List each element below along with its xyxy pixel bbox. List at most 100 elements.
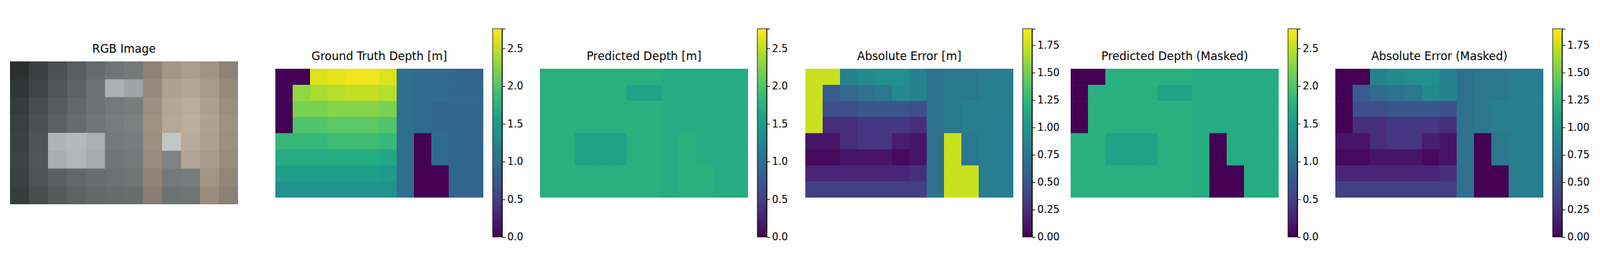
pixel [86, 61, 106, 80]
tick-mark [1562, 127, 1566, 128]
cell [1456, 116, 1475, 134]
cell [310, 149, 328, 166]
cell [275, 84, 294, 102]
pixel [143, 97, 163, 116]
cell [1261, 116, 1279, 134]
cell [678, 149, 697, 166]
cell [592, 116, 610, 134]
tick-mark [1562, 154, 1566, 156]
cell [592, 149, 610, 166]
cell [1209, 181, 1228, 198]
pixel [86, 79, 106, 98]
cell [574, 116, 593, 134]
pixel [86, 132, 106, 151]
cell [362, 165, 380, 182]
cell [1174, 165, 1193, 182]
cell [1209, 133, 1228, 150]
pixel [105, 97, 125, 116]
cell [1491, 68, 1510, 86]
panel: RGB Image [10, 42, 239, 205]
cell [892, 181, 910, 198]
tick: 0.25 [1562, 203, 1590, 216]
cell [574, 181, 593, 198]
cell [678, 84, 697, 102]
cell [661, 100, 680, 118]
pixel [143, 79, 163, 98]
cell [592, 100, 610, 118]
cell [1404, 116, 1423, 134]
cell [1226, 165, 1245, 182]
cell [996, 149, 1014, 166]
cell [909, 116, 928, 134]
cell [396, 116, 415, 134]
cell [1370, 181, 1388, 198]
figure: RGB ImageGround Truth Depth [m]0.00.51.0… [0, 0, 1600, 267]
cell [840, 149, 858, 166]
cell [840, 68, 858, 86]
cell [626, 149, 645, 166]
cell [362, 116, 380, 134]
tick: 1.00 [1032, 121, 1060, 134]
tick: 2.5 [766, 42, 788, 55]
cell [1088, 116, 1106, 134]
cell [1335, 100, 1354, 118]
cell [1352, 133, 1371, 150]
cell [926, 149, 945, 166]
cell [344, 116, 363, 134]
pixel [10, 61, 30, 80]
cell [874, 149, 893, 166]
tick-mark [766, 86, 770, 87]
tick-mark [1032, 100, 1036, 101]
tick-label: 1.25 [1567, 94, 1590, 106]
cell [1140, 68, 1158, 86]
cell [1140, 165, 1158, 182]
cell [1105, 84, 1124, 102]
cell [1508, 165, 1527, 182]
tick: 0.5 [1297, 193, 1319, 206]
tick-mark [1297, 161, 1301, 162]
pixel [48, 61, 68, 80]
cell [874, 84, 893, 102]
panel-title: RGB Image [92, 42, 156, 56]
cell [944, 165, 962, 182]
cell [1244, 116, 1262, 134]
cell [805, 68, 824, 86]
cell [292, 100, 311, 118]
pixel [86, 150, 106, 169]
pixel [10, 79, 30, 98]
colorbar-axis-line [1562, 29, 1566, 238]
tick: 0.25 [1032, 203, 1060, 216]
cell [1404, 149, 1423, 166]
cell [822, 149, 841, 166]
cell [1157, 165, 1176, 182]
cell [1526, 165, 1544, 182]
cell [944, 133, 962, 150]
cell [644, 84, 662, 102]
cell [1070, 181, 1089, 198]
cell [1508, 68, 1527, 86]
tick-mark [1032, 182, 1036, 183]
pixel [181, 168, 201, 187]
cell [1088, 84, 1106, 102]
cell [822, 133, 841, 150]
cell [805, 133, 824, 150]
pixel [67, 132, 87, 151]
cell [557, 149, 576, 166]
pixel [200, 97, 220, 116]
cell [661, 181, 680, 198]
cell [1174, 133, 1193, 150]
cell [944, 181, 962, 198]
tick: 0.0 [502, 230, 524, 243]
pixel [124, 132, 144, 151]
pixel [105, 132, 125, 151]
cell [540, 165, 558, 182]
cell [1474, 84, 1492, 102]
cell [1352, 165, 1371, 182]
pixel [105, 79, 125, 98]
cell [1105, 149, 1124, 166]
cell [1122, 149, 1141, 166]
cell [1070, 116, 1089, 134]
colorbar [757, 28, 767, 237]
pixel [181, 114, 201, 133]
pixel [219, 168, 239, 187]
